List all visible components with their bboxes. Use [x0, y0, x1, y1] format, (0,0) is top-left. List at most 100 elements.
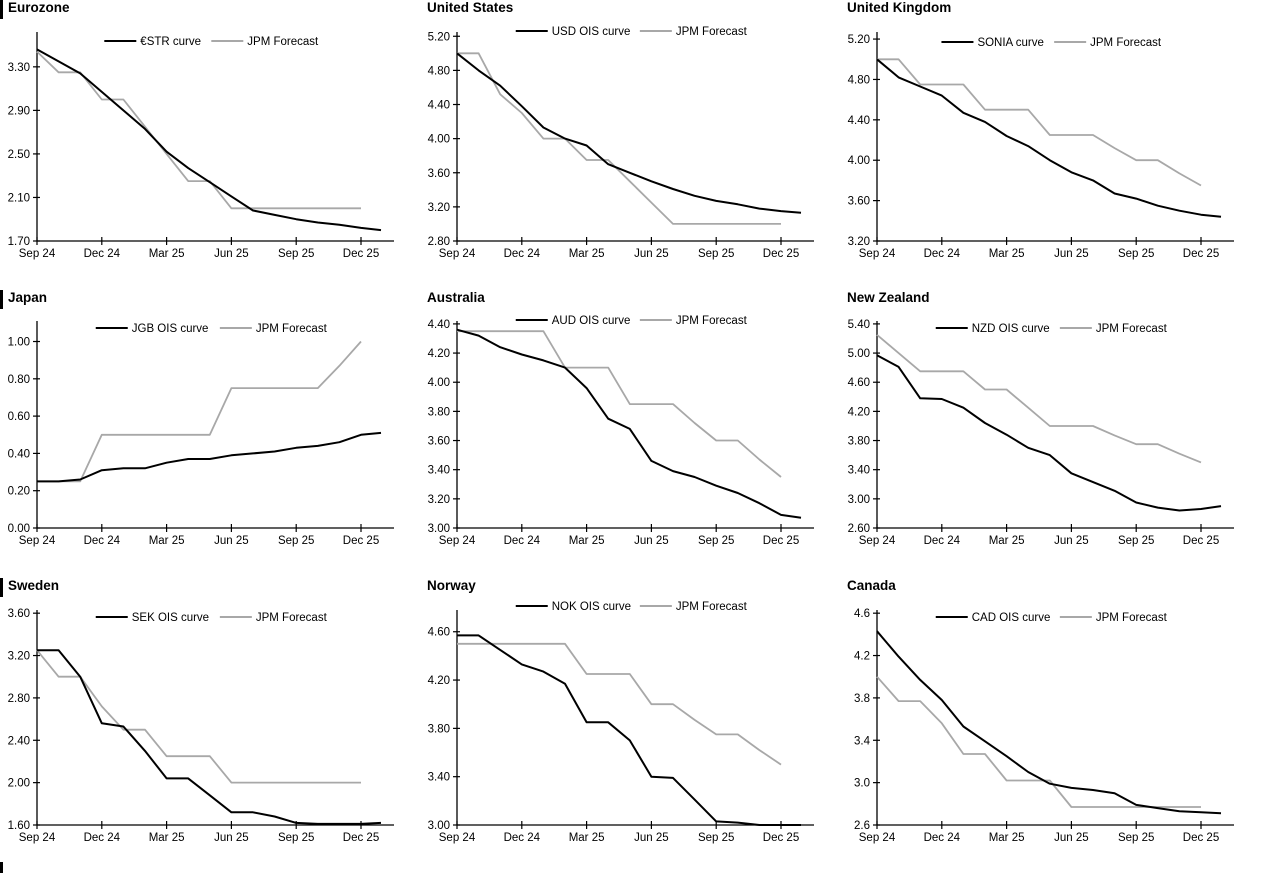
chart-title-row: Australia: [420, 290, 485, 306]
legend-label: JPM Forecast: [256, 323, 328, 335]
y-tick-label: 4.40: [848, 115, 870, 127]
y-tick-label: 2.80: [8, 693, 30, 705]
japan-rate-chart: 0.00 0.20 0.40 0.60 0.80 1.00 Sep 24 Dec 24 Mar …: [8, 321, 394, 547]
y-tick-label: 2.60: [848, 523, 870, 535]
x-tick-label: Dec 24: [924, 832, 961, 844]
forecast-line: [876, 676, 1201, 808]
x-tick-label: Jun 25: [1054, 248, 1089, 260]
y-tick-label: 3.00: [428, 820, 450, 832]
y-tick-label: 3.20: [428, 494, 450, 506]
y-tick-label: 3.40: [848, 465, 870, 477]
chart-cell-japan: Japan 0.00 0.20 0.40 0.60 0.80 1.00 Sep 24 Dec …: [0, 285, 420, 570]
y-tick-label: 5.40: [848, 319, 870, 331]
y-tick-label: 4.80: [848, 74, 870, 86]
y-tick-label: 4.40: [428, 100, 450, 112]
x-tick-label: Jun 25: [1054, 832, 1089, 844]
page-edge-bar-icon: [0, 0, 3, 19]
legend-label: AUD OIS curve: [552, 315, 631, 327]
y-tick-label: 0.00: [8, 523, 30, 535]
x-tick-label: Sep 25: [698, 535, 734, 547]
legend-label: JPM Forecast: [1096, 612, 1168, 624]
legend-label: NOK OIS curve: [552, 601, 631, 613]
chart-title-row: Sweden: [0, 578, 59, 597]
y-tick-label: 3.20: [848, 236, 870, 248]
legend-label: USD OIS curve: [552, 26, 631, 38]
australia-rate-chart: 3.00 3.20 3.40 3.60 3.80 4.00 4.20 4.40 Sep 24 De…: [428, 315, 814, 547]
y-tick-label: 3.00: [848, 494, 870, 506]
axes: [456, 321, 814, 529]
x-tick-label: Dec 24: [504, 535, 541, 547]
chart-title-japan: Japan: [8, 290, 48, 305]
forecast-line: [457, 330, 782, 478]
y-tick-label: 3.60: [428, 168, 450, 180]
forecast-line: [877, 58, 1202, 187]
chart-title-new-zealand: New Zealand: [847, 290, 930, 305]
x-tick-label: Dec 25: [1183, 248, 1219, 260]
x-tick-label: Jun 25: [634, 535, 669, 547]
page-edge-bar-icon: [0, 290, 3, 309]
x-tick-label: Dec 25: [343, 832, 379, 844]
ois-curve-line: [457, 634, 801, 826]
x-tick-label: Jun 25: [214, 535, 249, 547]
y-tick-label: 4.2: [854, 651, 870, 663]
x-tick-label: Sep 25: [278, 535, 314, 547]
y-tick-label: 3.80: [428, 406, 450, 418]
y-tick-label: 2.40: [8, 735, 30, 747]
chart-cell-united-states: United States 2.80 3.20 3.60 4.00 4.40 4.80 5.…: [420, 0, 840, 285]
y-tick-label: 2.80: [428, 236, 450, 248]
x-tick-label: Sep 24: [439, 535, 476, 547]
ois-curve-line: [456, 52, 802, 214]
axes: [876, 321, 1234, 529]
x-tick-label: Jun 25: [634, 248, 669, 260]
x-tick-label: Dec 24: [84, 832, 121, 844]
ois-curve-line: [876, 630, 1222, 815]
y-tick-label: 0.40: [8, 448, 30, 460]
x-tick-label: Sep 25: [1118, 832, 1154, 844]
chart-title-row: Norway: [420, 578, 476, 594]
x-tick-label: Sep 24: [859, 535, 896, 547]
chart-title-row: United Kingdom: [840, 0, 951, 16]
forecast-line: [876, 334, 1202, 464]
chart-title-row: Canada: [840, 578, 896, 594]
x-tick-label: Jun 25: [634, 832, 669, 844]
forecast-line: [36, 50, 361, 210]
axes: [456, 610, 814, 826]
chart-title-eurozone: Eurozone: [8, 0, 70, 15]
chart-title-canada: Canada: [847, 578, 896, 593]
y-tick-label: 4.20: [428, 675, 450, 687]
ois-curve-line: [456, 328, 802, 519]
y-tick-label: 4.00: [428, 134, 450, 146]
y-tick-label: 4.00: [848, 155, 870, 167]
sweden-rate-chart: 1.60 2.00 2.40 2.80 3.20 3.60 Sep 24 Dec 24 Mar …: [8, 608, 394, 844]
ois-curve-line: [876, 354, 1222, 512]
y-tick-label: 4.20: [848, 406, 870, 418]
forecast-line: [457, 642, 782, 766]
chart-title-united-kingdom: United Kingdom: [847, 0, 952, 15]
x-tick-label: Mar 25: [569, 832, 605, 844]
ois-curve-line: [37, 649, 382, 825]
axes: [876, 32, 1234, 242]
y-tick-label: 3.20: [428, 202, 450, 214]
y-tick-label: 3.4: [854, 735, 871, 747]
y-tick-label: 2.10: [8, 192, 30, 204]
x-tick-label: Mar 25: [989, 535, 1025, 547]
ois-curve-line: [36, 48, 382, 232]
forecast-line: [457, 52, 781, 225]
y-tick-label: 3.00: [428, 523, 450, 535]
chart-cell-united-kingdom: United Kingdom 3.20 3.60 4.00 4.40 4.80 5.20 S…: [840, 0, 1264, 285]
chart-title-norway: Norway: [427, 578, 476, 593]
legend-label: SEK OIS curve: [132, 612, 209, 624]
x-tick-label: Jun 25: [214, 248, 249, 260]
x-tick-label: Sep 24: [19, 248, 56, 260]
eurozone-rate-chart: 1.70 2.10 2.50 2.90 3.30 Sep 24 Dec 24 Mar 25 Ju…: [8, 32, 394, 260]
chart-title-australia: Australia: [427, 290, 485, 305]
y-tick-label: 1.00: [8, 337, 30, 349]
chart-title-row: Japan: [0, 290, 47, 309]
y-tick-label: 3.60: [428, 436, 450, 448]
legend-label: JPM Forecast: [676, 315, 748, 327]
x-tick-label: Dec 25: [343, 248, 379, 260]
y-tick-label: 3.40: [428, 772, 450, 784]
legend-label: JGB OIS curve: [132, 323, 209, 335]
chart-cell-eurozone: Eurozone 1.70 2.10 2.50 2.90 3.30 Sep 24 Dec 2…: [0, 0, 420, 285]
